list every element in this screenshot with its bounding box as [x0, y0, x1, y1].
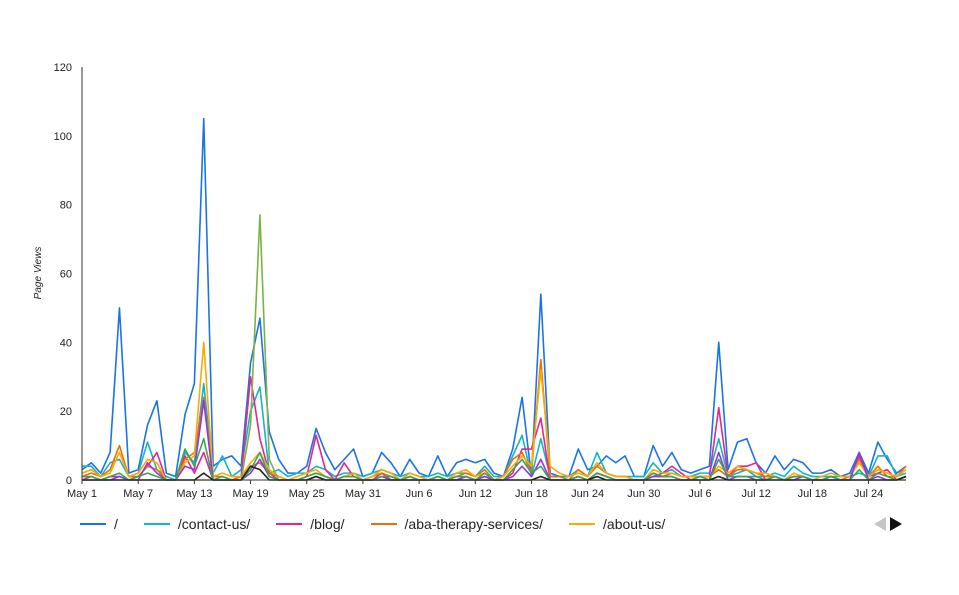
y-tick-label: 0: [66, 475, 72, 487]
x-tick-label: May 1: [67, 488, 97, 500]
legend-next-arrow-icon[interactable]: [890, 517, 902, 531]
x-tick-label: Jun 18: [515, 488, 548, 500]
series-lines: [81, 117, 907, 481]
x-tick-label: Jun 30: [627, 488, 660, 500]
x-tick-label: Jun 6: [406, 488, 433, 500]
legend-label: /about-us/: [603, 516, 666, 532]
legend-item[interactable]: /: [80, 516, 118, 532]
series-line-1: [82, 382, 907, 481]
y-axis-title: Page Views: [33, 247, 44, 300]
legend-label: /blog/: [310, 516, 345, 532]
axes: 0 20 40 60 80 100 120 May 1 May 7 May 13 May 19 May…: [54, 62, 906, 500]
y-tick-label: 20: [60, 406, 72, 418]
legend-label: /contact-us/: [177, 516, 251, 532]
x-tick-label: Jun 12: [459, 488, 492, 500]
x-tick-label: May 7: [123, 488, 153, 500]
legend-item[interactable]: /aba-therapy-services/: [370, 516, 544, 532]
series-line-5: [82, 214, 906, 481]
chart-legend: / /contact-us/ /blog/ /aba-therapy-services…: [80, 516, 691, 532]
x-tick-label: Jul 18: [798, 488, 827, 500]
x-tick-label: Jun 24: [571, 488, 604, 500]
legend-swatch: [276, 523, 303, 525]
legend-item[interactable]: /about-us/: [569, 516, 665, 532]
legend-swatch: [80, 523, 106, 525]
y-tick-label: 40: [60, 337, 72, 349]
x-tick-label: May 19: [233, 488, 269, 500]
x-tick-label: May 31: [345, 488, 381, 500]
x-tick-label: May 13: [176, 488, 212, 500]
legend-swatch: [370, 523, 397, 525]
series-line-2: [81, 375, 907, 481]
legend-swatch: [143, 523, 170, 525]
x-tick-label: Jul 6: [688, 488, 711, 500]
x-tick-label: Jul 24: [854, 488, 883, 500]
legend-item[interactable]: /blog/: [276, 516, 345, 532]
x-tick-label: May 25: [289, 488, 325, 500]
legend-label: /: [114, 516, 118, 532]
legend-swatch: [569, 523, 596, 525]
legend-item[interactable]: /contact-us/: [143, 516, 251, 532]
y-tick-label: 80: [60, 200, 72, 212]
legend-label: /aba-therapy-services/: [404, 516, 544, 532]
x-tick-label: Jul 12: [742, 488, 771, 500]
y-tick-label: 60: [60, 269, 72, 281]
y-tick-label: 100: [54, 131, 72, 143]
legend-pager: [874, 517, 906, 531]
y-tick-label: 120: [54, 62, 72, 74]
legend-prev-arrow-icon[interactable]: [874, 517, 886, 531]
